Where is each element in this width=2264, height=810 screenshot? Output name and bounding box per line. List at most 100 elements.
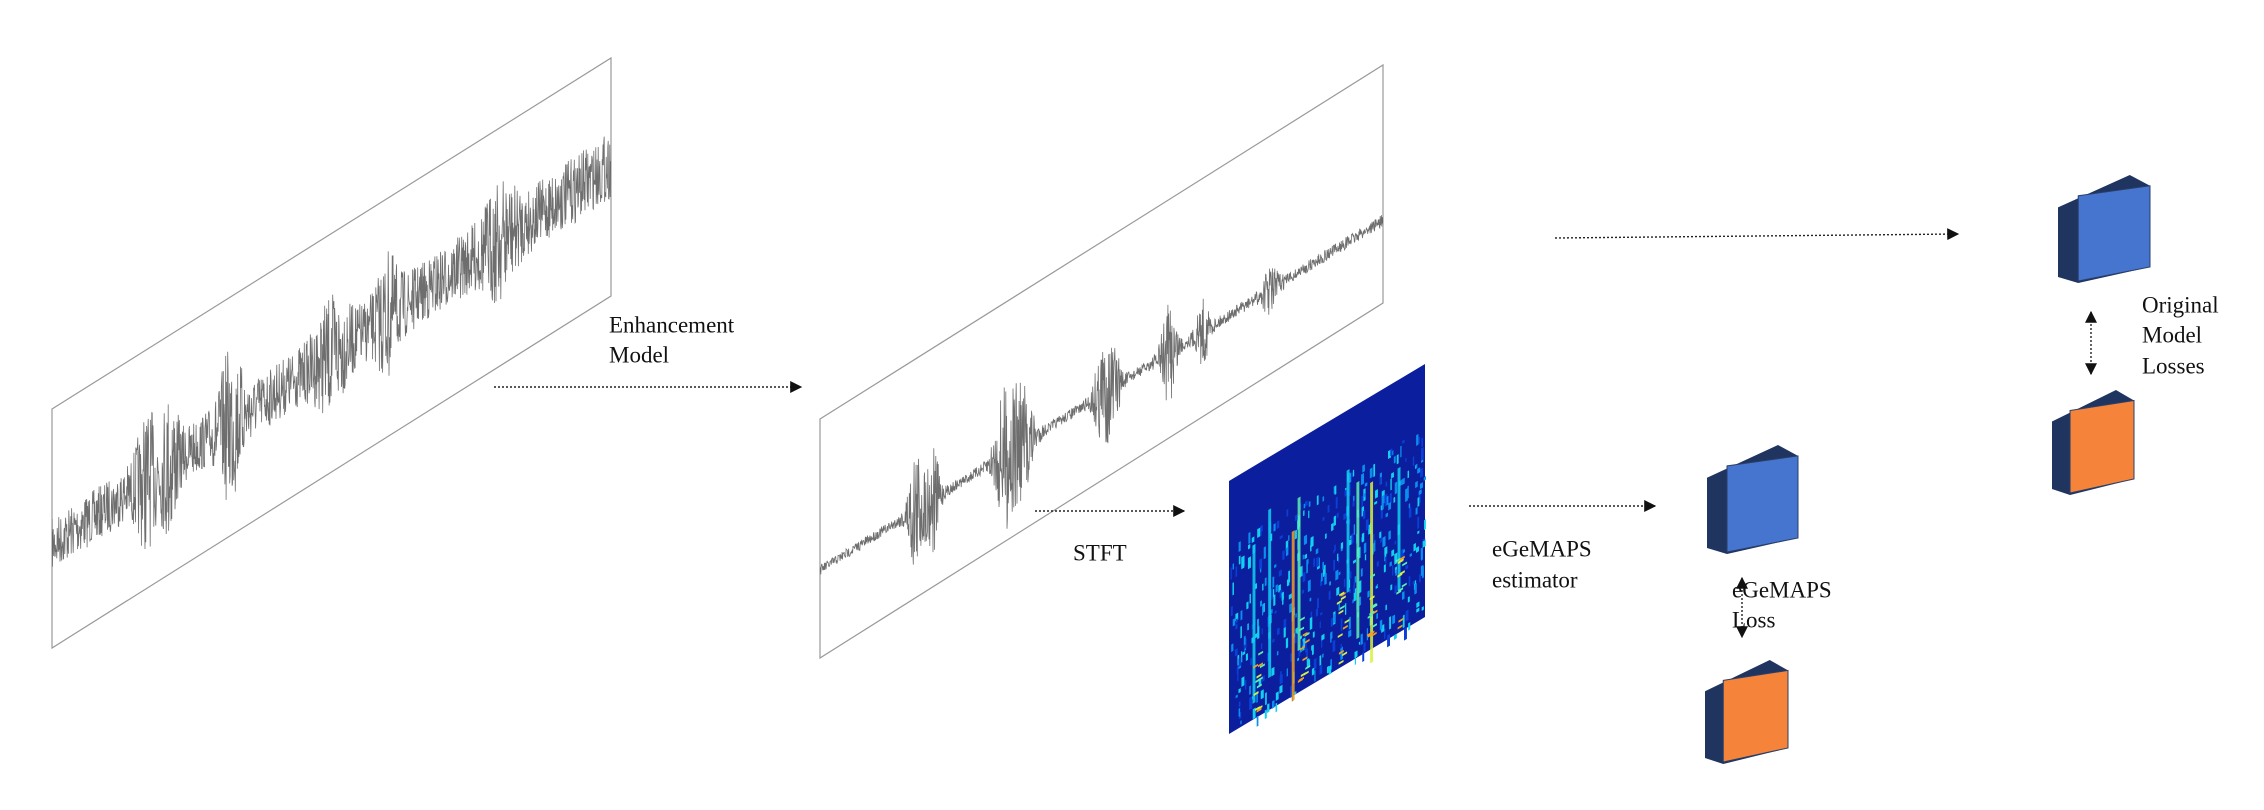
spectrogram-cell [1392,564,1394,576]
spectrogram-cell [1419,573,1421,583]
spectrogram-cell [1257,527,1261,539]
spectrogram-cell [1335,569,1339,581]
spectrogram-cell [1274,563,1277,569]
spectrogram-harmonic [1395,557,1401,563]
label: eGeMAPS [1732,577,1832,602]
spectrogram-cell [1417,467,1421,474]
spectrogram-cell [1405,564,1409,570]
spectrogram-cell [1310,535,1314,548]
spectrogram-cell [1235,623,1238,630]
spectrogram-cell [1322,516,1325,522]
spectrogram-cell [1353,584,1355,594]
spectrogram-cell [1416,607,1420,613]
spectrogram-cell [1361,495,1363,508]
spectrogram-cell [1307,579,1311,593]
spectrogram-cell [1365,518,1369,531]
spectrogram-cell [1407,596,1410,603]
spectrogram-cell [1366,627,1369,641]
spectrogram-cell [1390,584,1393,591]
spectrogram-cell [1232,563,1235,570]
label: Enhancement [609,312,735,337]
waveform-frame [51,56,612,650]
spectrogram-cell [1276,650,1279,656]
spectrogram-cell [1230,567,1232,580]
spectrogram-cell [1360,633,1363,646]
spectrogram-cell [1385,604,1387,611]
spectrogram-cell [1361,472,1365,486]
spectrogram-band [1370,481,1374,664]
spectrogram-cell [1265,692,1267,706]
spectrogram-cell [1281,591,1284,601]
spectrogram-cell [1247,623,1249,631]
spectrogram-cell [1312,631,1315,638]
spectrogram-harmonic [1336,599,1342,605]
spectrogram-cell [1413,542,1416,552]
spectrogram-cell [1241,676,1245,687]
spectrogram-cell [1255,632,1258,639]
spectrogram-cell [1373,463,1376,478]
spectrogram-cell [1402,614,1405,629]
spectrogram-harmonic [1342,624,1348,630]
spectrogram-harmonic [1305,664,1311,670]
spectrogram-cell [1255,582,1258,590]
spectrogram-harmonic [1397,559,1403,565]
spectrogram-harmonic [1304,638,1310,644]
spectrogram-cell [1390,448,1393,457]
spectrogram-harmonic [1372,609,1378,615]
waveform-line [52,136,611,567]
spectrogram-cell [1416,601,1420,608]
arrow [1554,228,1960,241]
spectrogram-band [1291,530,1295,702]
spectrogram-cell [1383,564,1386,573]
spectrogram-cell [1309,597,1312,602]
spectrogram-cell [1389,616,1392,630]
spectrogram-cell [1262,583,1264,591]
spectrogram-cell [1319,655,1322,666]
spectrogram-cell [1316,556,1320,568]
spectrogram-cell [1235,566,1238,578]
spectrogram-cell [1385,512,1389,518]
spectrogram-cell [1402,590,1405,601]
spectrogram-cell [1315,608,1319,618]
spectrogram-harmonic [1344,618,1350,624]
spectrogram-cell [1259,558,1263,570]
spectrogram-cell [1326,665,1330,674]
spectrogram-harmonic [1338,659,1344,665]
spectrogram-cell [1421,447,1424,461]
spectrogram-cell [1245,653,1248,662]
spectrogram-cell [1297,657,1299,662]
spectrogram-cell [1374,500,1378,506]
spectrogram-cell [1408,622,1411,631]
spectrogram-cell [1275,584,1278,593]
spectrogram-cell [1333,613,1336,624]
spectrogram-cell [1309,616,1313,631]
spectrogram-cell [1283,627,1286,638]
spectrogram-cell [1362,651,1365,662]
spectrogram-cell [1393,455,1396,464]
spectrogram-cell [1331,522,1334,532]
spectrogram-cell [1348,629,1352,638]
spectrogram-cell [1320,611,1323,616]
spectrogram-harmonic [1302,656,1308,662]
spectrogram-harmonic [1259,663,1265,669]
feature-blocks [1705,175,2151,764]
enhanced-waveform [820,215,1383,575]
spectrogram-harmonic [1253,663,1258,669]
spectrogram-cell [1301,641,1304,647]
spectrogram-cell [1351,532,1354,545]
spectrogram-cell [1333,559,1336,572]
spectrogram-harmonic [1253,691,1259,697]
spectrogram-cell [1420,467,1423,478]
spectrogram-cell [1288,570,1291,584]
spectrogram-cell [1403,626,1407,641]
spectrogram-cell [1388,449,1392,460]
spectrogram-cell [1311,667,1315,676]
spectrogram-cell [1420,548,1423,561]
spectrogram-cell [1240,720,1242,725]
spectrogram-cell [1247,556,1251,570]
spectrogram-cell [1376,583,1379,588]
spectrogram-cell [1249,696,1253,711]
spectrogram-cell [1247,543,1251,550]
spectrogram-cell [1343,512,1347,521]
spectrogram-cell [1336,586,1340,596]
